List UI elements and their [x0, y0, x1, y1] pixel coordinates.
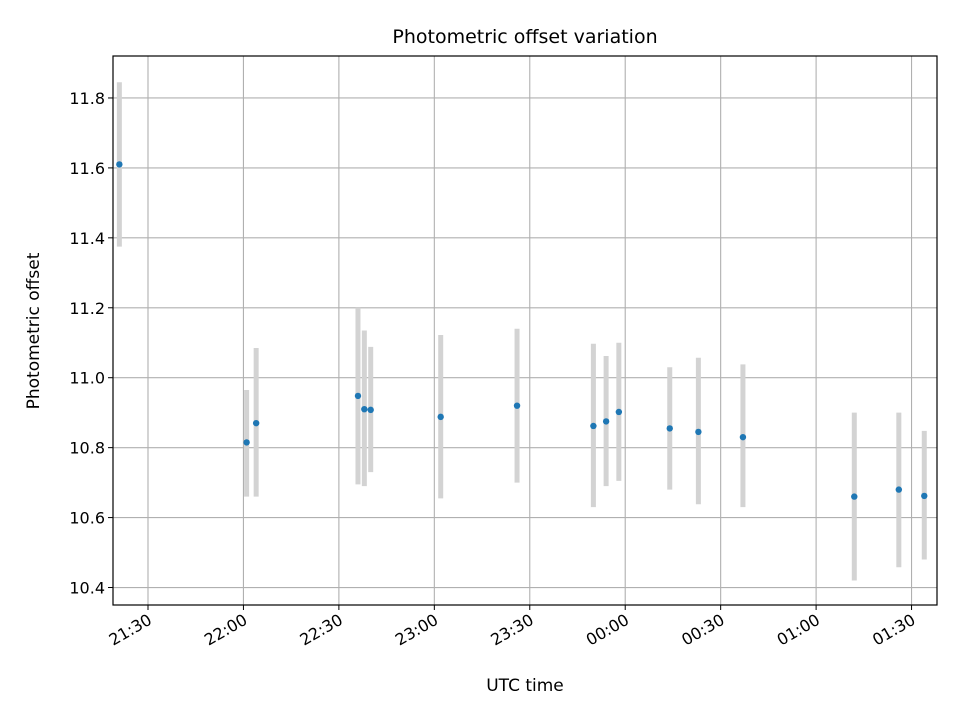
data-point — [602, 418, 610, 425]
data-point — [615, 408, 623, 416]
data-point — [252, 419, 260, 427]
y-tick-label: 10.6 — [69, 509, 105, 528]
data-point — [513, 402, 521, 409]
data-point — [895, 486, 903, 493]
grid — [113, 56, 937, 605]
y-tick-label: 11.4 — [69, 229, 105, 248]
chart-title: Photometric offset variation — [392, 26, 657, 48]
y-tick-label: 11.0 — [69, 369, 105, 388]
data-point — [739, 433, 747, 441]
data-point — [921, 492, 928, 500]
y-axis-title: Photometric offset — [24, 252, 44, 409]
x-axis-title: UTC time — [486, 676, 564, 696]
y-axis-ticks: 10.4 10.6 10.8 11.0 11.2 11.4 11.6 11.8 — [69, 89, 113, 598]
data-point — [361, 405, 368, 413]
y-tick-label: 10.8 — [69, 439, 105, 458]
data-point — [590, 422, 597, 430]
y-tick-label: 11.2 — [69, 299, 105, 318]
data-point — [354, 392, 362, 400]
data-point — [437, 413, 444, 421]
data-point — [116, 161, 123, 168]
y-tick-label: 11.8 — [69, 89, 105, 108]
plot-area-frame — [112, 55, 938, 606]
y-tick-label: 11.6 — [69, 159, 105, 178]
data-point — [243, 439, 250, 446]
data-point — [695, 428, 702, 436]
y-tick-label: 10.4 — [69, 579, 105, 598]
data-point — [851, 493, 858, 500]
data-markers — [116, 161, 928, 500]
data-point — [367, 406, 374, 414]
data-point — [666, 425, 673, 432]
